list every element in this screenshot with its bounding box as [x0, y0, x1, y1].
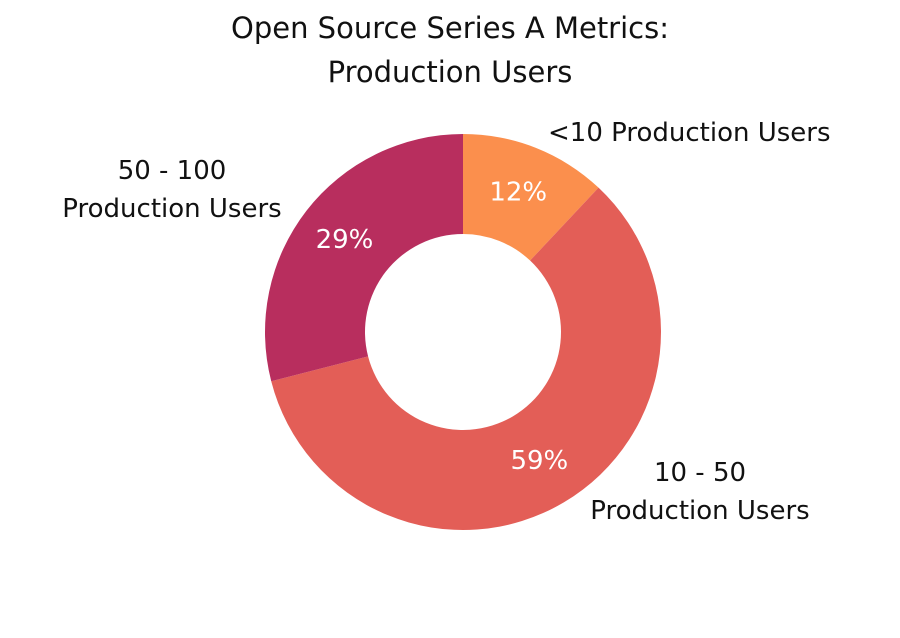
category-label-50-to-100-line-2: Production Users	[62, 194, 282, 224]
donut-slice-1	[271, 187, 661, 530]
donut-slice-label-2: 29%	[316, 225, 374, 255]
category-label-50-to-100-line-1: 50 - 100	[117, 156, 227, 186]
category-label-10-to-50-line-1: 10 - 50	[653, 458, 747, 488]
chart-title: Open Source Series A Metrics: Production…	[0, 6, 900, 94]
chart-title-line-2: Production Users	[327, 55, 573, 89]
category-label-10-to-50: 10 - 50 Production Users	[558, 454, 842, 530]
donut-slice-2	[264, 134, 463, 382]
donut-slice-label-1: 59%	[510, 446, 568, 476]
category-label-under-10: <10 Production Users	[548, 114, 831, 152]
chart-title-line-1: Open Source Series A Metrics:	[231, 11, 669, 45]
category-label-50-to-100: 50 - 100 Production Users	[30, 152, 314, 228]
donut-slice-0	[463, 134, 599, 261]
category-label-under-10-line-1: <10 Production Users	[548, 118, 831, 148]
donut-slice-label-0: 12%	[489, 178, 547, 208]
category-label-10-to-50-line-2: Production Users	[590, 496, 810, 526]
